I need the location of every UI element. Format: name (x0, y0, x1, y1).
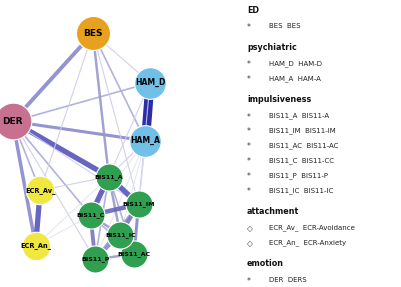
Text: impulsiveness: impulsiveness (247, 95, 311, 104)
Text: *: * (247, 187, 251, 196)
Text: ECR_An_: ECR_An_ (20, 242, 51, 249)
Text: *: * (247, 157, 251, 166)
Text: BES  BES: BES BES (269, 23, 301, 29)
Text: BIS11_C: BIS11_C (77, 212, 105, 218)
Text: BIS11_C  BIS11-CC: BIS11_C BIS11-CC (269, 157, 334, 164)
Text: ◇: ◇ (247, 239, 253, 248)
Text: emotion: emotion (247, 259, 284, 268)
Point (147, 80, 153, 85)
Text: HAM_D: HAM_D (135, 78, 165, 87)
Point (92, 257, 98, 262)
Point (136, 202, 142, 207)
Text: ECR_Av_  ECR-Avoidance: ECR_Av_ ECR-Avoidance (269, 224, 355, 231)
Text: BIS11_P  BIS11-P: BIS11_P BIS11-P (269, 172, 328, 179)
Text: HAM_A: HAM_A (131, 136, 160, 145)
Text: ◇: ◇ (247, 224, 253, 233)
Text: BIS11_A: BIS11_A (95, 174, 123, 180)
Text: BIS11_IC: BIS11_IC (105, 232, 136, 238)
Point (105, 174, 112, 179)
Text: DER: DER (2, 117, 23, 126)
Text: *: * (247, 127, 251, 136)
Text: *: * (247, 23, 251, 32)
Text: BIS11_IC  BIS11-IC: BIS11_IC BIS11-IC (269, 187, 334, 194)
Text: *: * (247, 277, 251, 286)
Text: ED: ED (247, 6, 259, 15)
Point (10, 119, 16, 124)
Point (90, 31, 96, 35)
Text: BIS11_A  BIS11-A: BIS11_A BIS11-A (269, 113, 330, 119)
Point (32, 243, 39, 248)
Text: *: * (247, 142, 251, 151)
Point (87, 213, 94, 218)
Text: psychiatric: psychiatric (247, 43, 297, 52)
Text: attachment: attachment (247, 207, 299, 216)
Point (37, 188, 43, 193)
Text: *: * (247, 60, 251, 69)
Point (117, 232, 124, 237)
Text: DER  DERS: DER DERS (269, 277, 307, 283)
Text: BIS11_AC: BIS11_AC (117, 251, 151, 257)
Text: BES: BES (83, 29, 103, 38)
Text: ECR_An_  ECR-Anxiety: ECR_An_ ECR-Anxiety (269, 239, 346, 246)
Point (142, 138, 149, 143)
Text: *: * (247, 172, 251, 181)
Text: HAM_D  HAM-D: HAM_D HAM-D (269, 60, 322, 67)
Text: *: * (247, 113, 251, 121)
Text: BIS11_P: BIS11_P (81, 257, 109, 262)
Point (131, 252, 137, 256)
Text: BIS11_IM: BIS11_IM (122, 201, 155, 207)
Text: ECR_Av_: ECR_Av_ (25, 187, 55, 194)
Text: *: * (247, 75, 251, 84)
Text: BIS11_IM  BIS11-IM: BIS11_IM BIS11-IM (269, 127, 336, 134)
Text: HAM_A  HAM-A: HAM_A HAM-A (269, 75, 321, 82)
Text: BIS11_AC  BIS11-AC: BIS11_AC BIS11-AC (269, 142, 339, 149)
